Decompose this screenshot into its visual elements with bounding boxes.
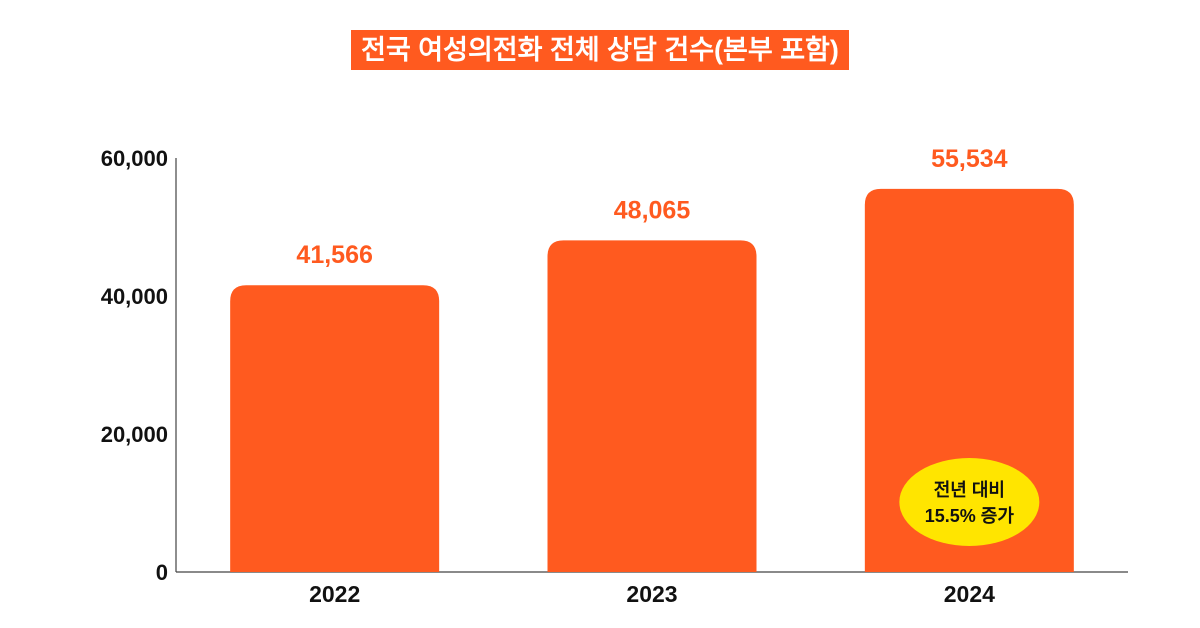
y-tick-label: 40,000 bbox=[101, 284, 168, 309]
increase-badge-line2: 15.5% 증가 bbox=[925, 506, 1015, 526]
bar-2023 bbox=[547, 240, 757, 572]
x-tick-label-2022: 2022 bbox=[309, 581, 360, 607]
data-label-2024: 55,534 bbox=[931, 145, 1008, 173]
x-tick-label-2023: 2023 bbox=[626, 581, 677, 607]
bar-2022 bbox=[230, 285, 440, 572]
title-container: 전국 여성의전화 전체 상담 건수(본부 포함) bbox=[0, 30, 1200, 70]
y-tick-label: 20,000 bbox=[101, 422, 168, 447]
y-tick-label: 60,000 bbox=[101, 146, 168, 171]
increase-badge-line1: 전년 대비 bbox=[934, 480, 1005, 500]
data-label-2023: 48,065 bbox=[614, 196, 691, 224]
data-label-2022: 41,566 bbox=[296, 241, 372, 269]
chart-title: 전국 여성의전화 전체 상담 건수(본부 포함) bbox=[351, 30, 849, 70]
x-tick-label-2024: 2024 bbox=[944, 581, 995, 607]
increase-badge bbox=[899, 458, 1040, 546]
y-tick-label: 0 bbox=[156, 560, 168, 585]
